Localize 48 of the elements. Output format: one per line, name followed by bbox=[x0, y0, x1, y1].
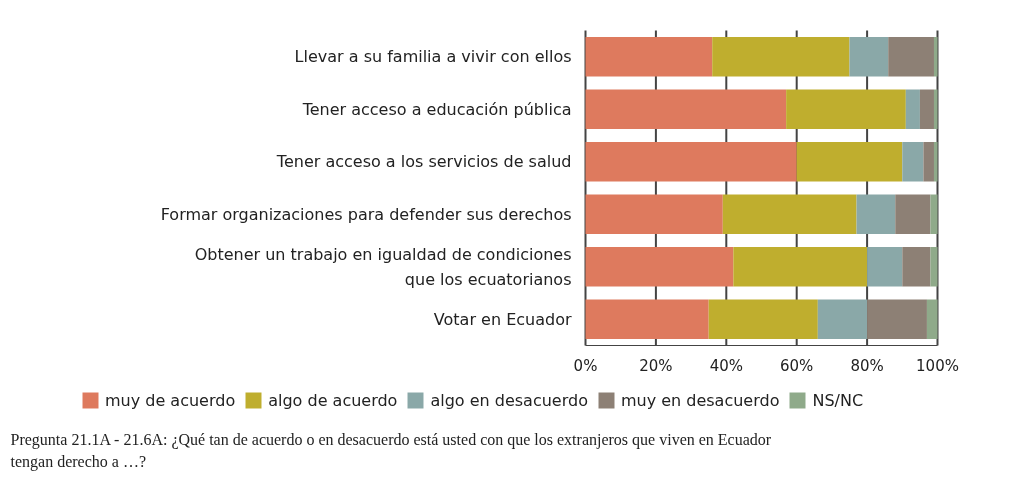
bar bbox=[933, 37, 938, 77]
bar bbox=[733, 247, 868, 287]
bar bbox=[722, 194, 857, 234]
bar bbox=[849, 37, 889, 77]
bar bbox=[888, 37, 934, 77]
bar bbox=[923, 142, 934, 182]
bar bbox=[867, 247, 903, 287]
bar bbox=[905, 89, 920, 129]
x-tick-label: 60% bbox=[780, 356, 814, 375]
legend-label: NS/NC bbox=[812, 390, 864, 410]
bar bbox=[786, 89, 906, 129]
bar bbox=[796, 142, 903, 182]
x-tick-label: 80% bbox=[850, 356, 884, 375]
bar bbox=[933, 142, 938, 182]
bar bbox=[712, 37, 850, 77]
x-tick-label: 100% bbox=[916, 356, 959, 375]
bar bbox=[902, 142, 924, 182]
y-tick-label: Llevar a su familia a vivir con ellos bbox=[294, 47, 572, 67]
bar bbox=[933, 89, 938, 129]
bar bbox=[708, 299, 818, 339]
y-tick-label: Tener acceso a educación pública bbox=[301, 99, 572, 119]
bar bbox=[926, 299, 938, 339]
x-tick-label: 0% bbox=[573, 356, 598, 375]
bar bbox=[585, 247, 734, 287]
bar bbox=[585, 37, 713, 77]
bar bbox=[585, 142, 797, 182]
x-tick-label: 40% bbox=[709, 356, 743, 375]
legend-label: muy en desacuerdo bbox=[620, 390, 780, 410]
bar bbox=[919, 89, 934, 129]
bar bbox=[856, 194, 896, 234]
bar bbox=[817, 299, 868, 339]
bar bbox=[895, 194, 931, 234]
text: Pregunta 21.1A - 21.6A: ¿Qué tan de acuerdo o en desacuerdo está usted con que los extranjeros que viven en Ecuador tengan derecho a …? bbox=[10, 431, 772, 472]
y-tick-label: Tener acceso a los servicios de salud bbox=[275, 152, 572, 172]
bar bbox=[930, 194, 938, 234]
legend-label: algo en desacuerdo bbox=[430, 390, 588, 410]
legend-label: algo de acuerdo bbox=[268, 390, 398, 410]
legend-label: muy de acuerdo bbox=[105, 390, 236, 410]
bar bbox=[585, 299, 709, 339]
y-tick-label: Obtener un trabajo en igualdad de condiciones que los ecuatorianos bbox=[194, 244, 572, 289]
bar bbox=[867, 299, 927, 339]
bar bbox=[930, 247, 938, 287]
y-tick-label: Formar organizaciones para defender sus derechos bbox=[160, 204, 572, 224]
bar bbox=[902, 247, 931, 287]
bar bbox=[585, 194, 723, 234]
bar bbox=[585, 89, 787, 129]
y-tick-label: Votar en Ecuador bbox=[433, 309, 572, 329]
x-tick-label: 20% bbox=[639, 356, 673, 375]
